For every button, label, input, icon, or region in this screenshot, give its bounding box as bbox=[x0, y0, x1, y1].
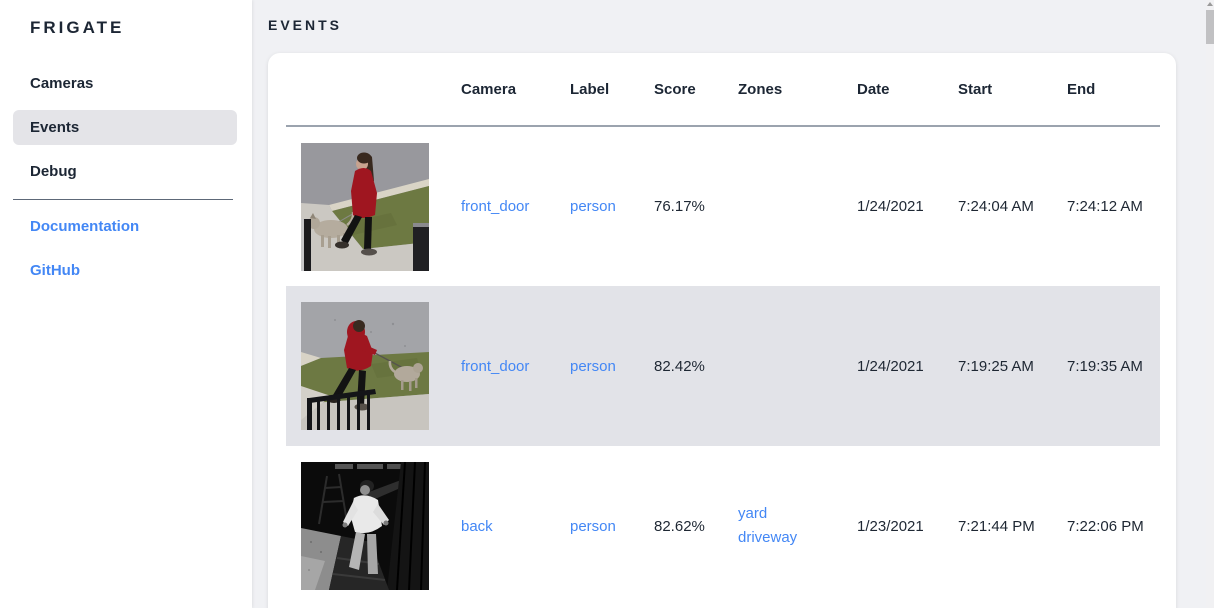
end-value: 7:22:06 PM bbox=[1067, 517, 1144, 535]
start-value: 7:21:44 PM bbox=[958, 517, 1035, 535]
score-value: 82.42% bbox=[654, 357, 705, 375]
col-thumbnail bbox=[286, 53, 461, 127]
scrollbar-thumb[interactable] bbox=[1206, 10, 1214, 44]
sidebar-item-cameras[interactable]: Cameras bbox=[30, 75, 94, 92]
camera-link[interactable]: back bbox=[461, 517, 493, 535]
camera-link[interactable]: front_door bbox=[461, 357, 530, 375]
event-row[interactable]: front_door person 76.17% 1/24/2021 7:24:… bbox=[286, 126, 1160, 286]
start-value: 7:19:25 AM bbox=[958, 357, 1034, 375]
events-card: Camera Label Score Zones Date Start End bbox=[268, 53, 1176, 608]
app-logo: FRIGATE bbox=[30, 18, 125, 37]
zone-link[interactable]: driveway bbox=[738, 529, 798, 546]
col-camera: Camera bbox=[461, 53, 570, 127]
date-value: 1/23/2021 bbox=[857, 517, 924, 535]
col-date: Date bbox=[857, 53, 958, 127]
label-link[interactable]: person bbox=[570, 357, 616, 375]
score-value: 82.62% bbox=[654, 517, 705, 535]
start-value: 7:24:04 AM bbox=[958, 198, 1034, 215]
vertical-scrollbar[interactable] bbox=[1206, 0, 1214, 608]
sidebar-item-events[interactable]: Events bbox=[13, 110, 237, 145]
event-thumbnail[interactable] bbox=[301, 142, 429, 271]
camera-link[interactable]: front_door bbox=[461, 198, 530, 215]
sidebar-link-github[interactable]: GitHub bbox=[30, 262, 80, 279]
col-label: Label bbox=[570, 53, 654, 127]
col-end: End bbox=[1067, 53, 1160, 127]
scroll-up-arrow-icon[interactable] bbox=[1207, 2, 1213, 6]
event-thumbnail[interactable] bbox=[301, 302, 429, 430]
zones-cell: yard driveway bbox=[738, 446, 857, 606]
score-value: 76.17% bbox=[654, 198, 705, 215]
page-title: EVENTS bbox=[268, 17, 343, 33]
sidebar-item-debug[interactable]: Debug bbox=[30, 163, 77, 180]
end-value: 7:19:35 AM bbox=[1067, 357, 1143, 375]
event-row-selected[interactable]: front_door person 82.42% 1/24/2021 7:19:… bbox=[286, 286, 1160, 446]
col-start: Start bbox=[958, 53, 1067, 127]
date-value: 1/24/2021 bbox=[857, 357, 924, 375]
label-link[interactable]: person bbox=[570, 517, 616, 535]
label-link[interactable]: person bbox=[570, 198, 616, 215]
zone-link[interactable]: yard bbox=[738, 505, 768, 522]
event-row[interactable]: back person 82.62% yard driveway 1/23/20… bbox=[286, 446, 1160, 606]
col-zones: Zones bbox=[738, 53, 857, 127]
events-table: Camera Label Score Zones Date Start End bbox=[286, 53, 1160, 606]
col-score: Score bbox=[654, 53, 738, 127]
sidebar-link-documentation[interactable]: Documentation bbox=[30, 218, 140, 235]
event-thumbnail[interactable] bbox=[301, 462, 429, 590]
sidebar-nav: Cameras Events Debug Documentation GitHu… bbox=[13, 66, 237, 297]
date-value: 1/24/2021 bbox=[857, 198, 924, 215]
sidebar: FRIGATE Cameras Events Debug Documentati… bbox=[0, 0, 252, 608]
table-header-row: Camera Label Score Zones Date Start End bbox=[286, 53, 1160, 127]
sidebar-divider bbox=[13, 199, 233, 200]
end-value: 7:24:12 AM bbox=[1067, 198, 1143, 215]
main-content: EVENTS Camera Label Score Zones Date Sta… bbox=[252, 0, 1206, 608]
zones-cell bbox=[738, 126, 857, 286]
zones-cell bbox=[738, 286, 857, 446]
